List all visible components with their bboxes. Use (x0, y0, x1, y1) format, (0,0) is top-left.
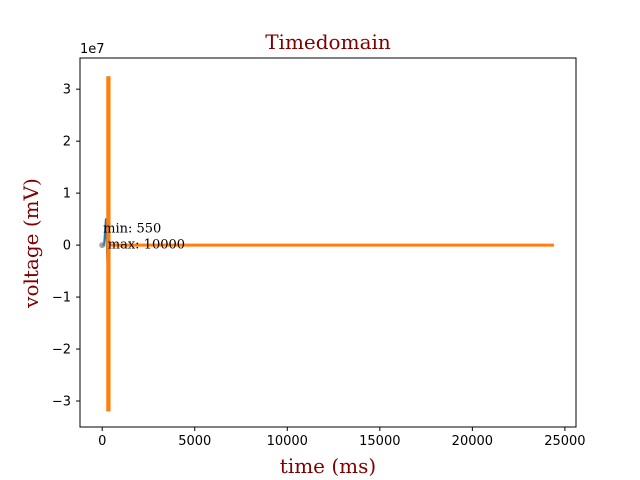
y-tick-label: 3 (63, 83, 71, 98)
x-axis-ticks: 0 5000 10000 15000 20000 25000 (98, 427, 586, 449)
x-tick-label: 5000 (178, 434, 211, 449)
x-tick-label: 15000 (359, 434, 400, 449)
chart-title: Timedomain (265, 30, 391, 54)
y-tick-label: 0 (63, 239, 71, 254)
annotation-1: max: 10000 (108, 238, 185, 253)
y-axis-ticks: −3 −2 −1 0 1 2 3 (52, 83, 80, 410)
y-tick-label: 2 (63, 135, 71, 150)
x-tick-label: 0 (98, 434, 106, 449)
y-axis-label: voltage (mV) (19, 178, 43, 309)
annotation-0: min: 550 (103, 221, 161, 236)
x-axis-label: time (ms) (280, 454, 376, 478)
series-1-burst (106, 76, 111, 412)
y-tick-label: −2 (52, 343, 71, 358)
x-tick-label: 25000 (544, 434, 585, 449)
y-axis-offset-text: 1e7 (80, 42, 105, 57)
series-layer (99, 76, 554, 412)
y-tick-label: 1 (63, 187, 71, 202)
axes-frame (79, 57, 577, 428)
y-tick-label: −1 (52, 291, 71, 306)
annotations: min: 550 max: 10000 (103, 221, 185, 252)
origin-marker (99, 242, 106, 249)
x-tick-label: 10000 (267, 434, 308, 449)
y-tick-label: −3 (52, 395, 71, 410)
x-tick-label: 20000 (452, 434, 493, 449)
